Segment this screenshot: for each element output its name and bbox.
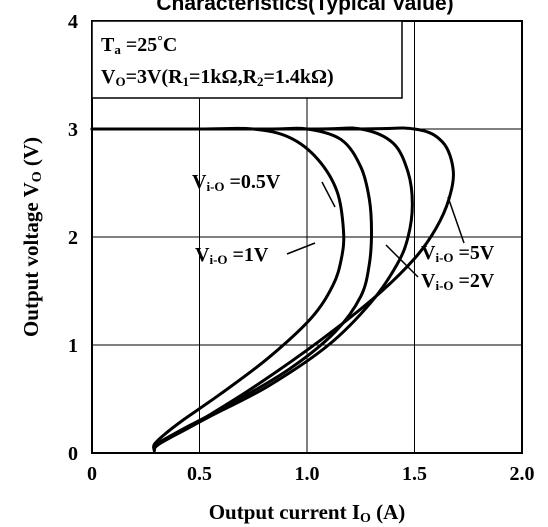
series-label-2v: Vi-O =2V — [421, 270, 495, 293]
series-label-0.5v: Vi-O =0.5V — [192, 171, 281, 194]
leader-1v — [286, 242, 316, 255]
x-tick-label: 0.5 — [187, 463, 212, 485]
x-tick-label: 0 — [87, 463, 97, 485]
x-tick-label: 2.0 — [510, 463, 535, 485]
chart-title: Characteristics(Typical Value) — [156, 0, 453, 15]
series-group — [90, 126, 455, 453]
x-tick-label: 1.0 — [295, 463, 320, 485]
series-label-1v: Vi-O =1V — [195, 244, 269, 267]
y-tick-label: 3 — [68, 119, 78, 141]
series-label-5v: Vi-O =5V — [421, 242, 495, 265]
label-leaders — [286, 181, 465, 278]
leader-0.5v — [321, 181, 336, 208]
y-axis-label: Output voltage VO (V) — [19, 137, 45, 337]
leader-2v — [385, 244, 419, 278]
condition-line-vo: VO=3V(R1=1kΩ,R2=1.4kΩ) — [101, 66, 334, 89]
leader-5v — [447, 196, 465, 244]
condition-line-ta: Ta =25°C — [101, 34, 177, 57]
conditions-box — [91, 20, 403, 99]
y-tick-label: 2 — [68, 227, 78, 249]
y-tick-label: 1 — [68, 335, 78, 357]
x-tick-label: 1.5 — [402, 463, 427, 485]
series-line-0 — [90, 126, 346, 451]
series-line-3 — [90, 126, 455, 453]
y-tick-label: 4 — [68, 11, 78, 33]
y-tick-label: 0 — [68, 443, 78, 465]
y-tick-labels: 0 1 2 3 4 — [68, 11, 78, 465]
x-axis-label: Output current IO (A) — [209, 500, 406, 526]
x-tick-labels: 0 0.5 1.0 1.5 2.0 — [87, 463, 535, 485]
